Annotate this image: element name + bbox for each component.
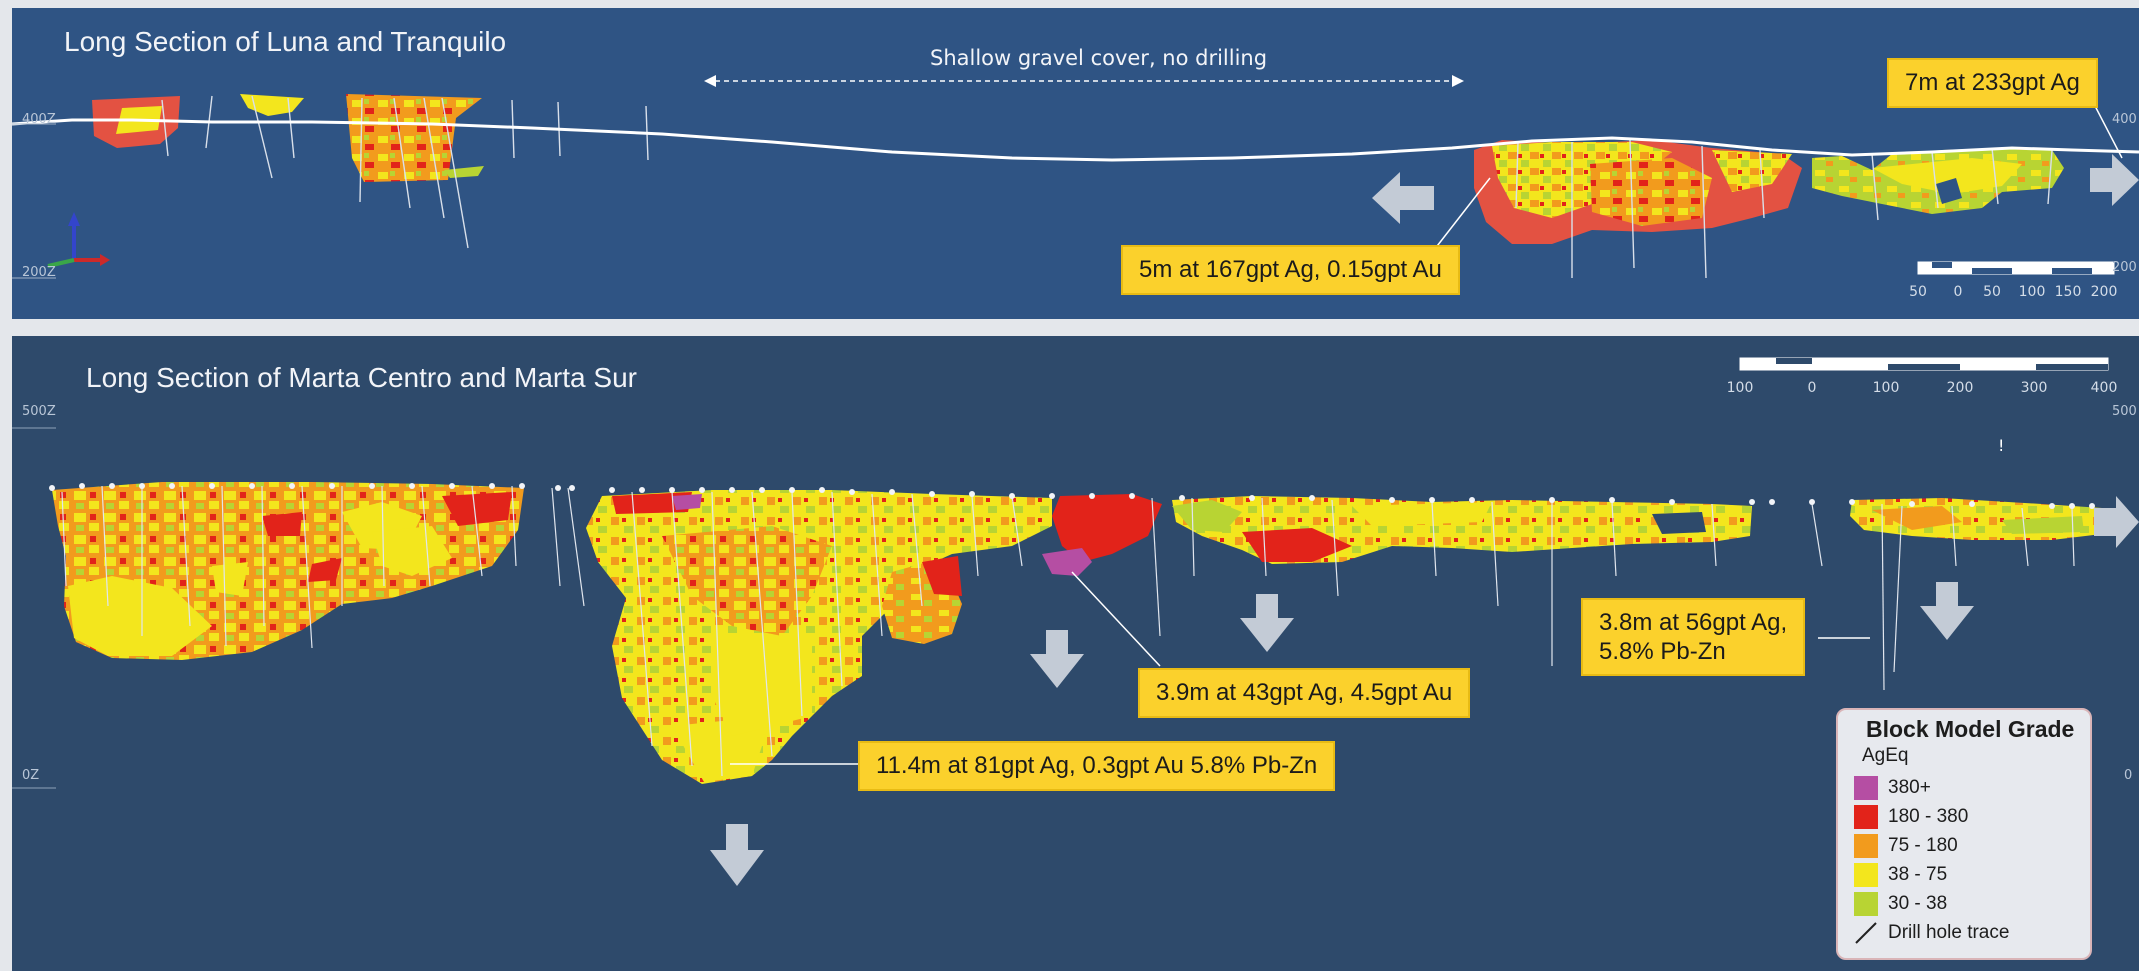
- right-arrow-icon: [2094, 496, 2139, 548]
- legend-title: Block Model Grade: [1866, 716, 2075, 742]
- gravel-note: Shallow gravel cover, no drilling: [930, 46, 1268, 70]
- marker-exclamation: !: [1998, 436, 2005, 455]
- scale-bar-bottom: [1739, 357, 2109, 371]
- scale-tick-label: 300: [2020, 380, 2048, 396]
- callout-11-4m-81gpt: 11.4m at 81gpt Ag, 0.3gpt Au 5.8% Pb-Zn: [858, 741, 1336, 791]
- legend-item: 38 - 75: [1854, 860, 2090, 889]
- legend-swatch: [1854, 833, 1878, 858]
- callout-line: 5.8% Pb-Zn: [1599, 638, 1726, 665]
- legend-item: 30 - 38: [1854, 889, 2090, 918]
- legend-subtitle: AgEq: [1862, 745, 1909, 766]
- leader-line-3-9m: [1071, 571, 1161, 667]
- scale-tick-label: 0: [1953, 284, 1963, 300]
- marta-sur-ore-body: [586, 490, 1162, 784]
- left-arrow-icon: [1372, 172, 1434, 224]
- drill-trace-icon: [1855, 921, 1877, 944]
- scale-tick-label: 0: [1807, 380, 1817, 396]
- legend-label: 30 - 38: [1888, 892, 1948, 914]
- luna-tranquilo-drawing: [12, 75, 2139, 279]
- down-arrow-icon: [1920, 582, 1974, 640]
- callout-3-8m-56gpt: 3.8m at 56gpt Ag, 5.8% Pb-Zn: [1581, 598, 1806, 676]
- axis-triad-icon: [47, 212, 110, 268]
- marta-drawing: [12, 357, 2139, 886]
- callout-5m-167gpt: 5m at 167gpt Ag, 0.15gpt Au: [1121, 245, 1460, 295]
- marta-centro-ore-body: [52, 482, 524, 660]
- leader-line-5m: [1433, 177, 1491, 251]
- down-arrow-icon: [1240, 594, 1294, 652]
- gravel-extent-arrow: [704, 75, 1464, 87]
- legend-label: 75 - 180: [1888, 834, 1958, 856]
- legend-swatch: [1854, 775, 1878, 800]
- z-label-200z: 200Z: [22, 265, 56, 280]
- scale-tick-label: 200: [1946, 380, 1974, 396]
- down-arrow-icon: [710, 824, 764, 886]
- callout-7m-233gpt: 7m at 233gpt Ag: [1887, 58, 2098, 108]
- z-label-500z: 500Z: [22, 404, 56, 419]
- legend-item: 75 - 180: [1854, 831, 2090, 860]
- scale-bar-top: [1917, 261, 2115, 275]
- scale-tick-label: 50: [1909, 284, 1927, 300]
- legend-label: 180 - 380: [1888, 805, 1969, 827]
- legend-label: 38 - 75: [1888, 863, 1948, 885]
- z-label-400z: 400Z: [22, 112, 56, 127]
- scale-tick-label: 200: [2090, 284, 2118, 300]
- z-label-0z: 0Z: [22, 768, 40, 783]
- section-title-bottom: Long Section of Marta Centro and Marta S…: [86, 362, 637, 393]
- legend-item: 380+: [1854, 773, 2090, 802]
- down-arrow-icon: [1030, 630, 1084, 688]
- legend: Block Model Grade AgEq 380+ 180 - 380 75…: [1836, 708, 2092, 960]
- drill-collars-bottom: [49, 483, 2095, 509]
- tranquilo-ore-bodies: [1474, 140, 2064, 244]
- callout-line: 3.8m at 56gpt Ag,: [1599, 609, 1788, 636]
- marta-section: Long Section of Marta Centro and Marta S…: [12, 336, 2139, 971]
- right-arrow-icon: [2090, 154, 2139, 206]
- legend-item: 180 - 380: [1854, 802, 2090, 831]
- legend-label: Drill hole trace: [1888, 921, 2010, 943]
- scale-tick-label: 100: [1726, 380, 1754, 396]
- legend-swatch: [1854, 804, 1878, 829]
- drill-hole-traces-bottom: [61, 485, 2075, 777]
- scale-tick-label: 150: [2054, 284, 2082, 300]
- legend-label: 380+: [1888, 776, 1931, 798]
- leader-line-7m: [2093, 103, 2123, 159]
- legend-item-drill-trace: Drill hole trace: [1854, 918, 2090, 947]
- scale-tick-label: 100: [1872, 380, 1900, 396]
- luna-tranquilo-section: Long Section of Luna and Tranquilo Shall…: [12, 8, 2139, 319]
- z-label-200-right: 200: [2112, 260, 2137, 275]
- callout-3-9m-43gpt: 3.9m at 43gpt Ag, 4.5gpt Au: [1138, 668, 1471, 718]
- z-label-400-right: 400: [2112, 112, 2137, 127]
- z-label-0-right: 0: [2124, 768, 2133, 783]
- legend-swatch: [1854, 891, 1878, 916]
- topography-line-top: [12, 118, 2139, 162]
- drill-hole-traces-top: [161, 95, 2053, 279]
- legend-swatch: [1854, 862, 1878, 887]
- z-label-500-right: 500: [2112, 404, 2137, 419]
- scale-tick-label: 50: [1983, 284, 2001, 300]
- scale-tick-label: 100: [2018, 284, 2046, 300]
- scale-tick-label: 400: [2090, 380, 2118, 396]
- marta-shallow-ore-bodies: [1172, 496, 2102, 564]
- section-title-top: Long Section of Luna and Tranquilo: [64, 26, 507, 57]
